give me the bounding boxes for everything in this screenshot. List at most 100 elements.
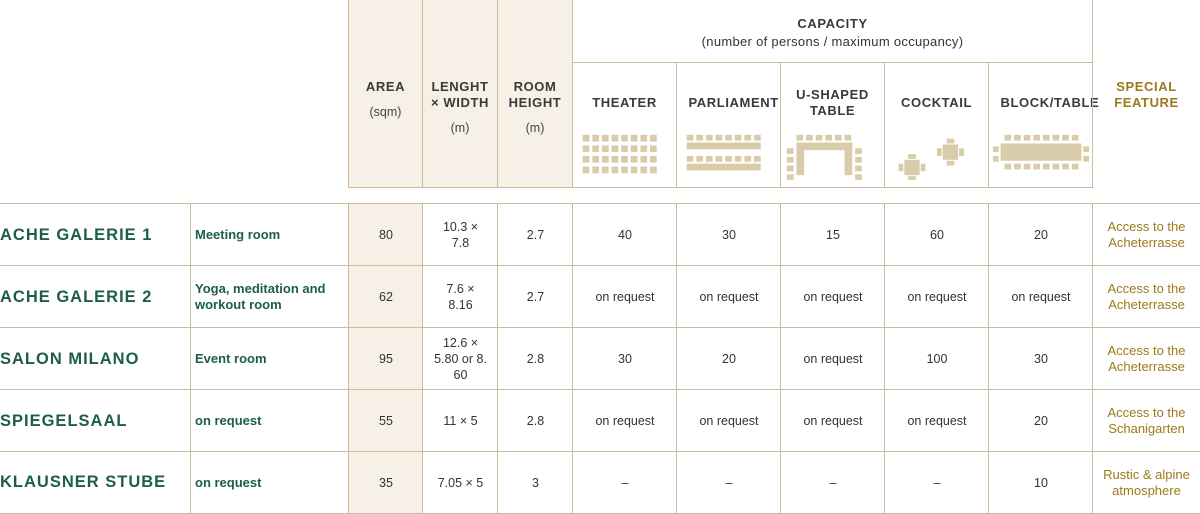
room-name-cell: KLAUSNER STUBE	[0, 451, 191, 514]
room-type-cell: on request	[190, 451, 349, 514]
capacity-label-box: BLOCK/TABLE	[1001, 78, 1099, 128]
room-name: KLAUSNER STUBE	[0, 473, 167, 491]
cell: 30	[618, 352, 632, 366]
layout-icon	[898, 138, 964, 181]
special-header: SPECIAL FEATURE	[1092, 0, 1200, 188]
column-unit: (m)	[525, 121, 545, 135]
cell-cell: 80	[348, 203, 423, 266]
room-type: on request	[195, 413, 262, 428]
cell: 95	[379, 352, 393, 366]
cell-cell: 10.3 × 7.8	[422, 203, 498, 266]
capacity-label: PARLIAMENT	[688, 95, 779, 110]
special-feature-cell: Access to the Acheterrasse	[1092, 265, 1200, 328]
cell: 30	[1034, 352, 1048, 366]
cell: on request	[699, 290, 759, 304]
layout-icon	[786, 134, 862, 180]
cell-cell: on request	[572, 389, 677, 452]
header-cell: LENGHT × WIDTH (m)	[422, 0, 497, 188]
cell-cell: 20	[988, 389, 1093, 452]
capacity-label-box: THEATER	[592, 78, 657, 128]
cell-cell: 20	[676, 327, 781, 390]
cell: 11 × 5	[443, 414, 478, 428]
column-label: AREA	[365, 79, 406, 94]
cell-cell: 20	[988, 203, 1093, 266]
cell-cell: 10	[988, 451, 1093, 514]
cell: –	[933, 475, 941, 490]
cell-cell: –	[884, 451, 989, 514]
cell-cell: on request	[676, 389, 781, 452]
room-name: SPIEGELSAAL	[0, 411, 128, 430]
cell-cell: 30	[988, 327, 1093, 390]
capacity-cell: BLOCK/TABLE	[988, 62, 1099, 188]
capacity-subtitle: (number of persons / maximum occupancy)	[701, 34, 964, 49]
header-cell: AREA (sqm)	[348, 0, 422, 188]
cell-cell: 2.7	[497, 265, 573, 328]
cell-cell: 12.6 × 5.80 or 8. 60	[422, 327, 498, 390]
room-name-cell: ACHE GALERIE 1	[0, 203, 191, 266]
cell: –	[725, 475, 733, 490]
cell: on request	[803, 352, 863, 366]
cell-cell: on request	[572, 265, 677, 328]
capacity-label: U-SHAPED TABLE	[796, 87, 869, 118]
capacity-cell: COCKTAIL	[884, 62, 988, 188]
cell-cell: 62	[348, 265, 423, 328]
cell-cell: on request	[676, 265, 781, 328]
special-feature: Access to the Acheterrasse	[1107, 343, 1186, 374]
room-type-cell: Meeting room	[190, 203, 349, 266]
room-name: ACHE GALERIE 1	[0, 225, 153, 244]
cell: 2.8	[526, 352, 545, 366]
cell: on request	[907, 414, 967, 428]
cell: 2.7	[526, 290, 545, 304]
icon-box	[575, 130, 675, 183]
cell-cell: on request	[780, 389, 885, 452]
cell: 10.3 × 7.8	[442, 220, 479, 250]
special-feature: Access to the Schanigarten	[1107, 405, 1186, 436]
cell-cell: 95	[348, 327, 423, 390]
room-type-cell: on request	[190, 389, 349, 452]
header-cell: ROOM HEIGHT (m)	[497, 0, 572, 188]
capacity-cell: THEATER	[572, 62, 676, 188]
cell-cell: 2.7	[497, 203, 573, 266]
cell: 20	[1034, 414, 1048, 428]
cell: 7.05 × 5	[437, 475, 484, 490]
cell: on request	[699, 414, 759, 428]
layout-icon	[582, 134, 657, 174]
cell-cell: 40	[572, 203, 677, 266]
cell-cell: 2.8	[497, 389, 573, 452]
cell-cell: 100	[884, 327, 989, 390]
icon-box	[783, 130, 883, 183]
cell: 7.6 × 8.16	[446, 282, 475, 312]
room-type: Meeting room	[195, 227, 281, 242]
cell-cell: –	[572, 451, 677, 514]
capacity-label-box: PARLIAMENT	[688, 78, 779, 128]
cell-cell: on request	[780, 327, 885, 390]
cell: –	[621, 475, 629, 490]
layout-icon	[686, 134, 761, 171]
column-label: LENGHT × WIDTH	[430, 79, 489, 110]
capacity-cell: U-SHAPED TABLE	[780, 62, 884, 188]
cell: 12.6 × 5.80 or 8. 60	[434, 336, 487, 382]
cell-cell: 2.8	[497, 327, 573, 390]
room-name: SALON MILANO	[0, 349, 140, 368]
cell: 15	[826, 228, 840, 242]
special-feature-cell: Access to the Schanigarten	[1092, 389, 1200, 452]
cell: 60	[930, 228, 944, 242]
cell: on request	[595, 290, 655, 304]
cell: 35	[379, 475, 393, 490]
cell-cell: –	[676, 451, 781, 514]
capacity-label-box: U-SHAPED TABLE	[793, 78, 873, 128]
cell: 2.7	[526, 228, 545, 242]
cell-cell: 30	[676, 203, 781, 266]
room-name-cell: SPIEGELSAAL	[0, 389, 191, 452]
special-label: SPECIAL FEATURE	[1114, 79, 1179, 110]
cell-cell: 35	[348, 451, 423, 514]
cell: 100	[926, 352, 948, 366]
room-type: on request	[195, 474, 262, 490]
cell-cell: 7.05 × 5	[422, 451, 498, 514]
cell: on request	[907, 290, 967, 304]
capacity-label: THEATER	[592, 95, 657, 110]
cell-cell: 15	[780, 203, 885, 266]
cell-cell: on request	[884, 265, 989, 328]
cell-cell: on request	[988, 265, 1093, 328]
